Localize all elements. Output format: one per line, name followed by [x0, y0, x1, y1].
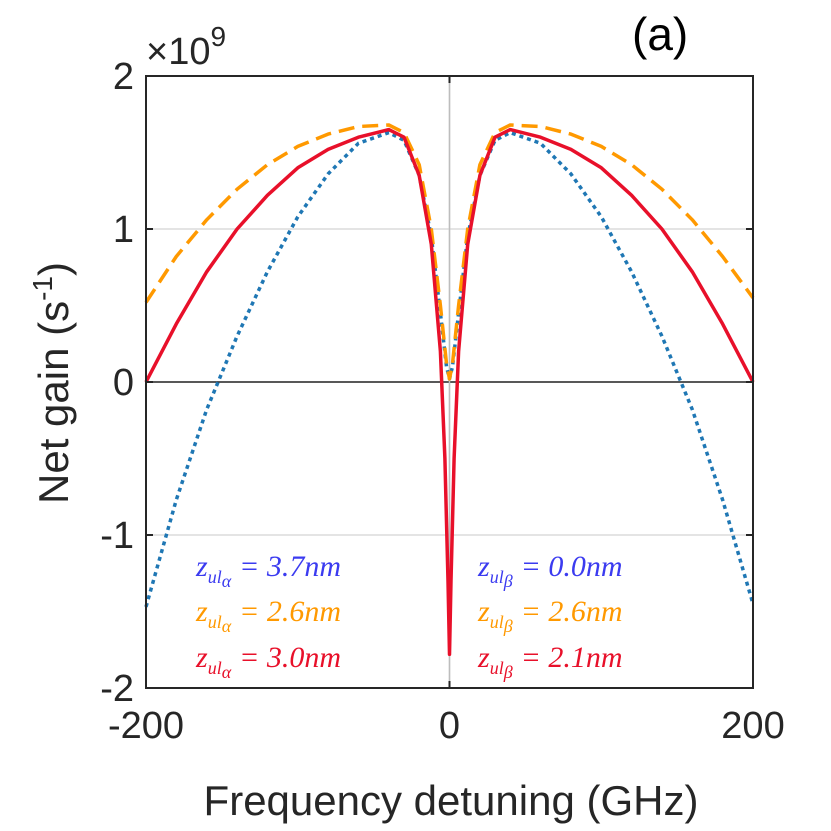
legend-value: = 0.0nm: [521, 550, 623, 583]
legend-entry: zulβ = 2.1nm: [477, 641, 623, 682]
y-multiplier-exponent: 9: [210, 21, 226, 52]
y-tick-label: 1: [113, 209, 134, 251]
tick-labels: -200 0 200 -2 -1 0 1 2: [100, 56, 785, 747]
legend-var: z: [477, 595, 490, 628]
legend-entry: zulβ = 0.0nm: [477, 550, 623, 591]
legend-var: z: [195, 550, 208, 583]
y-multiplier: ×109: [146, 21, 226, 73]
series-line-orange-dashed: [144, 123, 755, 381]
x-tick-label: -200: [108, 705, 184, 747]
legend-subsub: α: [222, 571, 232, 591]
legend-var: z: [477, 550, 490, 583]
legend-sub: ul: [490, 658, 504, 678]
y-tick-label: 2: [113, 56, 134, 98]
y-tick-label: -1: [100, 515, 134, 557]
legend-subsub: β: [503, 616, 513, 636]
legend-entry: zulβ = 2.6nm: [477, 595, 623, 636]
legend-sub: ul: [208, 612, 222, 632]
legend-sub: ul: [490, 567, 504, 587]
legend-value: = 3.0nm: [239, 641, 341, 674]
y-axis-label: Net gain (s-1): [27, 262, 77, 504]
x-tick-label: 0: [439, 705, 460, 747]
x-tick-label: 200: [721, 705, 784, 747]
panel-label: (a): [632, 8, 688, 60]
legend-subsub: α: [222, 616, 232, 636]
legend-entry: zulα = 3.0nm: [195, 641, 341, 682]
y-axis-label-sup: -1: [27, 276, 58, 301]
y-axis-label-main: Net gain (s: [30, 301, 77, 504]
series-group: [144, 123, 755, 657]
legend-value: = 2.1nm: [521, 641, 623, 674]
legend-var: z: [195, 641, 208, 674]
legend-entry: zulα = 2.6nm: [195, 595, 341, 636]
legend-value: = 3.7nm: [239, 550, 341, 583]
legend-var: z: [477, 641, 490, 674]
series-line-red-solid: [144, 127, 755, 657]
legend-value: = 2.6nm: [239, 595, 341, 628]
legend-sub: ul: [208, 567, 222, 587]
legend-var: z: [195, 595, 208, 628]
tick-marks: [145, 75, 754, 689]
legend-subsub: β: [503, 571, 513, 591]
y-tick-label: 0: [113, 362, 134, 404]
x-axis-label: Frequency detuning (GHz): [204, 777, 699, 824]
legend-sub: ul: [208, 658, 222, 678]
legend-entry: zulα = 3.7nm: [195, 550, 341, 591]
y-tick-label: -2: [100, 668, 134, 710]
legend-sub: ul: [490, 612, 504, 632]
y-axis-label-close: ): [30, 262, 77, 276]
legend-value: = 2.6nm: [521, 595, 623, 628]
y-multiplier-prefix: ×10: [146, 31, 210, 73]
legend-subsub: α: [222, 662, 232, 682]
legend-subsub: β: [503, 662, 513, 682]
